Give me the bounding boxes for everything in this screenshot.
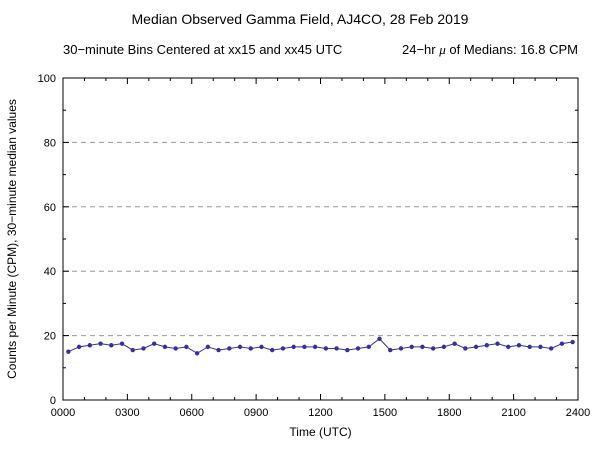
svg-text:1200: 1200 bbox=[308, 407, 332, 419]
svg-text:0: 0 bbox=[50, 395, 56, 407]
svg-text:40: 40 bbox=[44, 266, 56, 278]
svg-text:2100: 2100 bbox=[501, 407, 525, 419]
chart-title: Median Observed Gamma Field, AJ4CO, 28 F… bbox=[131, 11, 469, 27]
svg-text:0300: 0300 bbox=[115, 407, 139, 419]
chart-subtitle-bins: 30−minute Bins Centered at xx15 and xx45… bbox=[63, 42, 343, 57]
y-axis-label: Counts per Minute (CPM), 30−minute media… bbox=[5, 99, 19, 379]
svg-text:2400: 2400 bbox=[566, 407, 590, 419]
chart-subtitle-mean: 24−hr μ of Medians: 16.8 CPM bbox=[402, 42, 578, 58]
mean-label-prefix: 24−hr bbox=[402, 42, 440, 57]
chart-subtitle-row: 30−minute Bins Centered at xx15 and xx45… bbox=[63, 42, 578, 58]
svg-text:80: 80 bbox=[44, 137, 56, 149]
svg-text:20: 20 bbox=[44, 331, 56, 343]
svg-text:0600: 0600 bbox=[180, 407, 204, 419]
gridlines bbox=[63, 141, 578, 337]
svg-text:1500: 1500 bbox=[373, 407, 397, 419]
svg-text:1800: 1800 bbox=[437, 407, 461, 419]
x-axis-label: Time (UTC) bbox=[289, 425, 351, 439]
svg-text:0900: 0900 bbox=[244, 407, 268, 419]
plot-border bbox=[62, 77, 579, 401]
svg-text:60: 60 bbox=[44, 202, 56, 214]
x-tick-labels: 0000 0300 0600 0900 1200 1500 1800 2100 2400 bbox=[51, 407, 590, 419]
data-markers bbox=[66, 336, 575, 356]
svg-text:0000: 0000 bbox=[51, 407, 75, 419]
mu-symbol: μ bbox=[439, 42, 446, 57]
mean-label-suffix: of Medians: 16.8 CPM bbox=[445, 42, 578, 57]
axis-ticks bbox=[62, 77, 579, 401]
svg-text:100: 100 bbox=[38, 73, 56, 85]
y-tick-labels: 0 20 40 60 80 100 bbox=[38, 73, 56, 407]
data-line bbox=[68, 338, 573, 354]
